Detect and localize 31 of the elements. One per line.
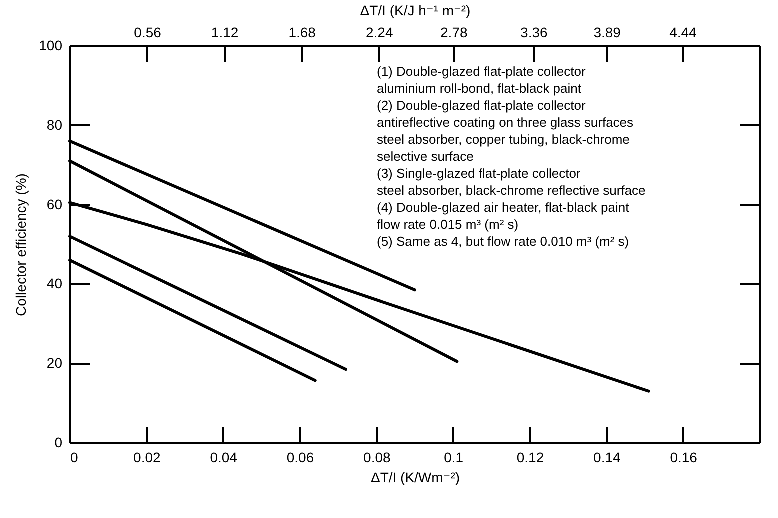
x-tick-label: 0.06 (286, 450, 314, 466)
y-tick-label: 0 (54, 434, 63, 450)
annotation: (1) Double-glazed flat-plate collector aluminium roll-bond, flat-black paint (377, 64, 586, 96)
x2-tick-label: 4.44 (670, 24, 698, 40)
annotation: (2) Double-glazed flat-plate collector antireflective coating on three glass surfaces steel absorber, copper tubing, black-chrome selective surface (377, 98, 634, 164)
x2-tick-label: 1.12 (211, 24, 239, 40)
y-tick-label: 40 (46, 276, 63, 292)
x-tick-label: 0.1 (444, 450, 464, 466)
y-tick-label: 100 (39, 38, 63, 54)
annotation: (5) Same as 4, but flow rate 0.010 m³ (m² s) (377, 234, 630, 249)
y-tick-label: 80 (46, 116, 63, 133)
x2-tick-label: 0.56 (134, 24, 162, 40)
y-axis-title: Collector efficiency (%) (13, 174, 30, 316)
x2-axis-title: ΔT/I (K/J h⁻¹ m⁻²) (360, 2, 471, 18)
x-tick-label: 0.04 (210, 450, 238, 466)
x-tick-label: 0.14 (594, 450, 622, 466)
annotation: (4) Double-glazed air heater, flat-black paint flow rate 0.015 m³ (m² s) (377, 200, 630, 232)
x2-tick-label: 2.24 (366, 24, 394, 40)
x2-tick-label: 2.78 (440, 24, 468, 40)
annotation: (3) Single-glazed flat-plate collector steel absorber, black-chrome reflective surface (377, 166, 646, 198)
x2-tick-label: 3.89 (594, 24, 622, 40)
y-tick-label: 20 (46, 355, 63, 372)
x-tick-label: 0.12 (516, 450, 544, 466)
x-axis-title: ΔT/I (K/Wm⁻²) (370, 470, 460, 486)
x-tick-label: 0.02 (134, 450, 162, 466)
y-tick-label: 60 (46, 196, 63, 212)
x-tick-label: 0.08 (364, 450, 392, 466)
x2-tick-label: 1.68 (288, 24, 316, 40)
x-tick-label: 0.16 (670, 450, 698, 466)
x-tick-label: 0 (70, 450, 78, 466)
x2-tick-label: 3.36 (520, 24, 548, 40)
